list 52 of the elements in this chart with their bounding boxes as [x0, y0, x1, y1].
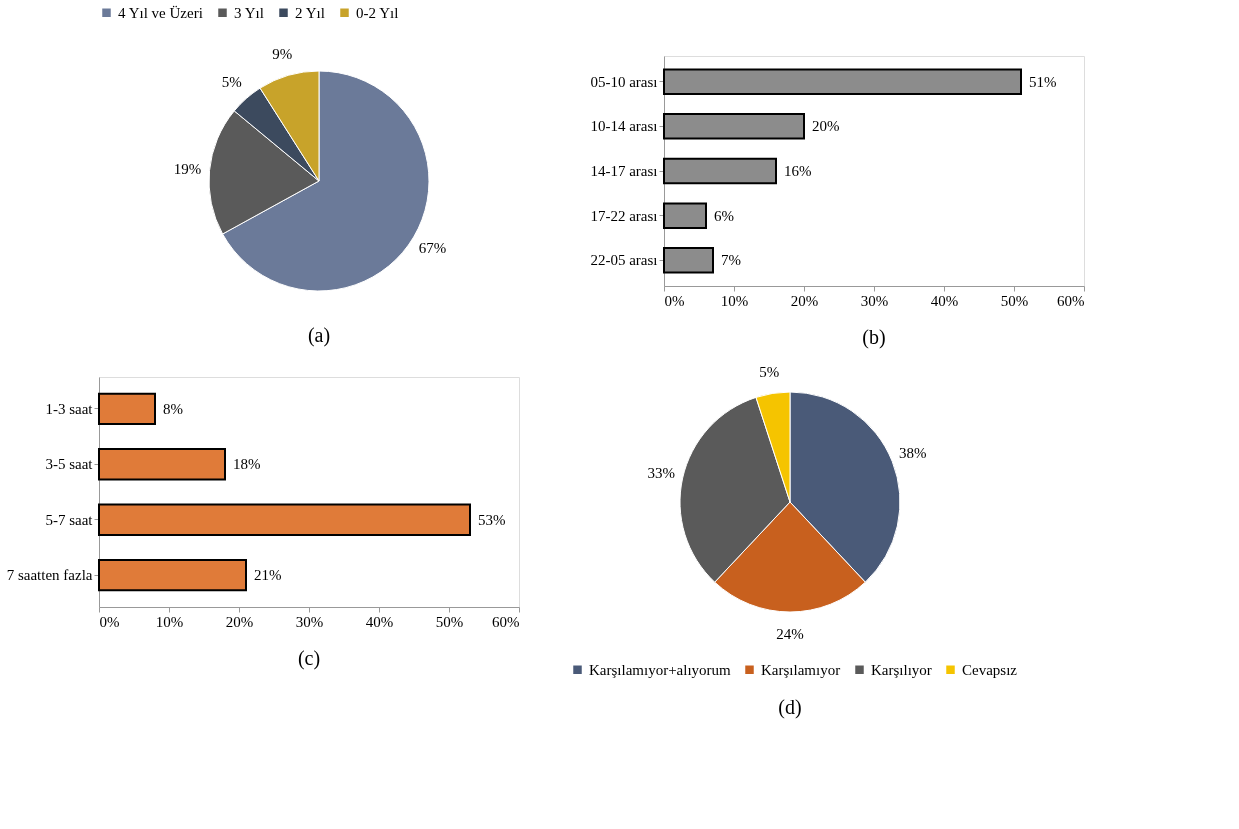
text: (c) [297, 647, 321, 670]
data-label: 21% [254, 567, 282, 584]
data-label: 53% [478, 511, 506, 528]
text: (b) [862, 326, 886, 349]
y-tick-label: 3-5 saat [45, 456, 94, 473]
y-tick-label: 1-3 saat [45, 400, 94, 417]
legend-label: 0-2 Yıl [356, 4, 399, 21]
y-tick-label: 5-7 saat [45, 511, 94, 528]
data-label: 6% [714, 207, 734, 224]
data-label: 38% [898, 445, 927, 462]
legend-label: Karşılıyor [871, 661, 932, 678]
x-tick-label: 0% [99, 613, 120, 630]
x-tick-label: 10% [155, 613, 184, 630]
data-label: 51% [1029, 73, 1057, 90]
y-tick-label: 14-17 arası [590, 163, 658, 179]
y-tick-label: 7 saatten fazla [6, 567, 93, 584]
legend-label: Karşılamıyor [761, 661, 841, 678]
data-label: 16% [784, 163, 812, 179]
x-tick-label: 40% [930, 292, 959, 309]
y-tick-label: 10-14 arası [590, 118, 658, 135]
data-label: 33% [647, 465, 675, 482]
x-tick-label: 30% [860, 292, 889, 309]
x-tick-label: 50% [435, 613, 464, 630]
x-tick-label: 0% [664, 292, 685, 309]
legend-label: Cevapsız [962, 661, 1018, 678]
y-tick-label: 17-22 arası [590, 207, 658, 224]
legend-label: Karşılamıyor+alıyorum [589, 661, 732, 678]
data-label: 9% [272, 46, 293, 63]
legend-label: 4 Yıl ve Üzeri [118, 4, 203, 21]
x-tick-label: 30% [295, 613, 324, 630]
data-label: 5% [221, 73, 242, 90]
x-tick-label: 60% [1057, 292, 1085, 309]
data-label: 24% [776, 626, 804, 642]
text: (a) [307, 324, 331, 347]
x-tick-label: 60% [492, 613, 520, 630]
data-label: 20% [812, 118, 840, 135]
legend-label: 2 Yıl [295, 4, 325, 21]
data-label: 5% [759, 363, 780, 380]
data-label: 67% [418, 240, 447, 257]
data-label: 8% [163, 400, 183, 417]
data-label: 19% [173, 160, 202, 177]
x-tick-label: 40% [365, 613, 394, 630]
x-tick-label: 20% [790, 292, 819, 309]
text: (d) [778, 696, 802, 719]
x-tick-label: 50% [1000, 292, 1029, 309]
y-tick-label: 05-10 arası [590, 73, 658, 90]
legend-label: 3 Yıl [234, 4, 264, 21]
x-tick-label: 10% [720, 292, 749, 309]
data-label: 7% [721, 252, 741, 269]
data-label: 18% [233, 456, 261, 473]
y-tick-label: 22-05 arası [590, 252, 658, 269]
x-tick-label: 20% [225, 613, 254, 630]
